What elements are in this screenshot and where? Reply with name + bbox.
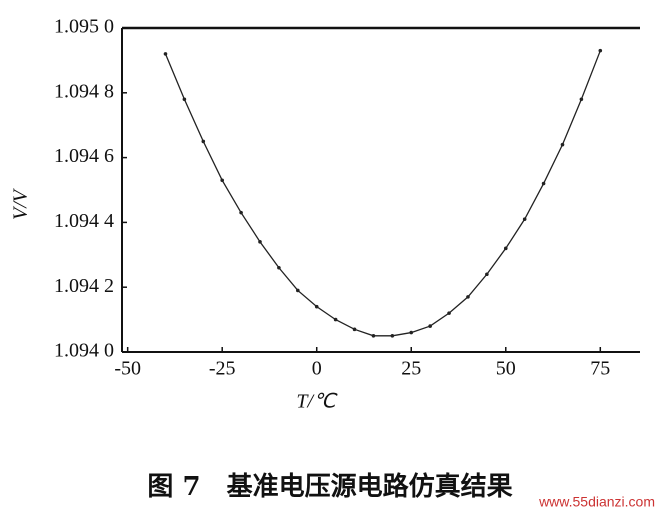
data-point [541,181,546,186]
data-point [447,311,451,315]
x-tick-label: -50 [114,358,141,380]
data-point [371,334,376,338]
data-point [503,246,508,251]
data-point [428,324,432,328]
data-point [466,295,470,299]
data-point [201,139,206,144]
data-point [258,240,262,244]
y-axis-label: V/V [10,187,32,220]
data-point [163,52,168,56]
data-point [220,178,224,183]
data-point [277,265,281,270]
x-tick-label: 0 [312,358,322,380]
x-tick-label: 50 [496,358,516,380]
data-point [522,217,527,221]
y-tick-label: 1.095 0 [54,16,114,38]
y-tick-label: 1.094 0 [54,340,114,362]
data-point [314,304,319,309]
data-point [352,327,357,332]
data-point [239,210,243,215]
caption: 图 7 基准电压源电路仿真结果 [147,471,512,502]
y-tick-label: 1.094 8 [54,80,114,102]
y-tick-label: 1.094 4 [54,210,114,232]
data-point [409,330,414,335]
data-point [485,272,489,277]
x-tick-label: 75 [590,358,610,380]
watermark: www.55dianzi.com [538,494,655,510]
data-point [598,48,603,53]
data-line [164,50,601,337]
y-tick-label: 1.094 6 [54,145,114,167]
y-tick-label: 1.094 2 [54,275,114,297]
data-point [579,97,584,102]
data-point [560,142,565,147]
data-point [296,288,300,293]
data-point [333,317,338,322]
x-axis-label: T/℃ [296,391,338,413]
data-point [182,97,187,102]
x-tick-label: 25 [401,358,421,380]
x-tick-label: -25 [209,358,236,380]
data-point [390,334,395,338]
